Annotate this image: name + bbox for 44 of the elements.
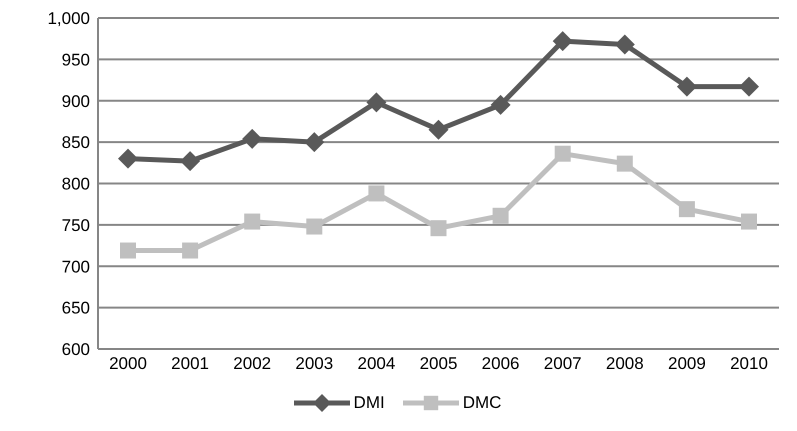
point bbox=[678, 201, 695, 218]
x-tick-label: 2000 bbox=[109, 354, 147, 374]
point bbox=[552, 31, 573, 52]
y-tick-label: 750 bbox=[62, 216, 90, 235]
point bbox=[676, 76, 697, 97]
point bbox=[741, 214, 757, 230]
y-tick-label: 900 bbox=[62, 92, 90, 111]
point bbox=[180, 151, 200, 172]
point bbox=[616, 156, 633, 172]
x-tick-label: 2005 bbox=[420, 354, 458, 374]
point bbox=[366, 92, 386, 112]
x-tick-label: 2008 bbox=[606, 354, 644, 374]
point bbox=[739, 76, 759, 97]
y-tick-label: 600 bbox=[62, 340, 90, 360]
point bbox=[120, 242, 136, 259]
x-tick-label: 2009 bbox=[668, 354, 706, 374]
x-tick-label: 2001 bbox=[171, 354, 210, 374]
point bbox=[304, 132, 324, 152]
point bbox=[242, 128, 262, 149]
point bbox=[306, 218, 322, 235]
y-tick-label: 800 bbox=[62, 174, 90, 194]
x-tick-label: 2003 bbox=[295, 354, 334, 374]
legend-label: DMC bbox=[462, 393, 502, 413]
x-tick-label: 2004 bbox=[357, 354, 396, 374]
point bbox=[614, 34, 635, 54]
x-tick-label: 2007 bbox=[544, 354, 582, 374]
y-tick-label: 950 bbox=[62, 50, 90, 70]
point bbox=[182, 242, 198, 259]
point bbox=[490, 94, 511, 115]
point bbox=[118, 148, 138, 169]
x-tick-label: 2006 bbox=[482, 354, 520, 374]
x-tick-label: 2002 bbox=[233, 354, 272, 374]
point bbox=[428, 120, 448, 140]
point bbox=[554, 146, 571, 162]
point bbox=[492, 208, 509, 224]
x-tick-label: 2010 bbox=[730, 354, 768, 374]
point bbox=[244, 214, 260, 230]
y-tick-label: 700 bbox=[62, 257, 90, 276]
point bbox=[368, 185, 384, 202]
point bbox=[430, 220, 446, 236]
y-tick-label: 850 bbox=[62, 133, 90, 152]
y-tick-label: 650 bbox=[62, 298, 90, 318]
y-tick-label: 1,000 bbox=[47, 9, 90, 28]
legend-label: DMI bbox=[354, 393, 385, 413]
